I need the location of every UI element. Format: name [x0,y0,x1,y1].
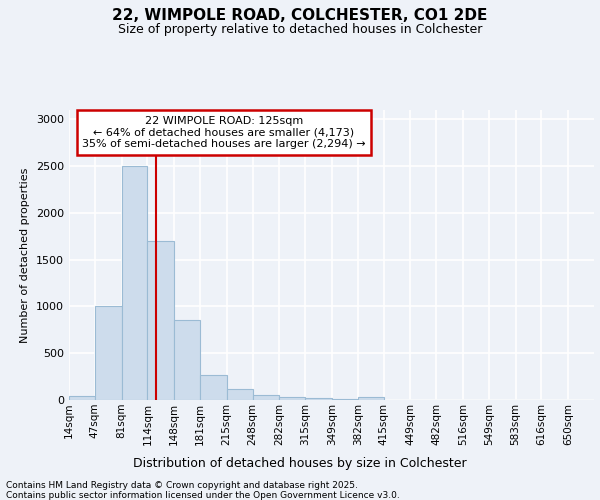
Y-axis label: Number of detached properties: Number of detached properties [20,168,31,342]
Text: Size of property relative to detached houses in Colchester: Size of property relative to detached ho… [118,22,482,36]
Text: Distribution of detached houses by size in Colchester: Distribution of detached houses by size … [133,458,467,470]
Text: Contains public sector information licensed under the Open Government Licence v3: Contains public sector information licen… [6,491,400,500]
Bar [200,374,227,400]
Bar [305,398,332,400]
Bar [358,397,383,400]
Text: 22 WIMPOLE ROAD: 125sqm
← 64% of detached houses are smaller (4,173)
35% of semi: 22 WIMPOLE ROAD: 125sqm ← 64% of detache… [82,116,365,149]
Bar [69,396,95,400]
Bar [227,389,253,400]
Bar [122,166,148,400]
Bar [253,395,280,400]
Bar [148,241,174,400]
Bar [95,306,122,400]
Text: 22, WIMPOLE ROAD, COLCHESTER, CO1 2DE: 22, WIMPOLE ROAD, COLCHESTER, CO1 2DE [112,8,488,22]
Bar [280,397,305,400]
Text: Contains HM Land Registry data © Crown copyright and database right 2025.: Contains HM Land Registry data © Crown c… [6,481,358,490]
Bar [174,320,200,400]
